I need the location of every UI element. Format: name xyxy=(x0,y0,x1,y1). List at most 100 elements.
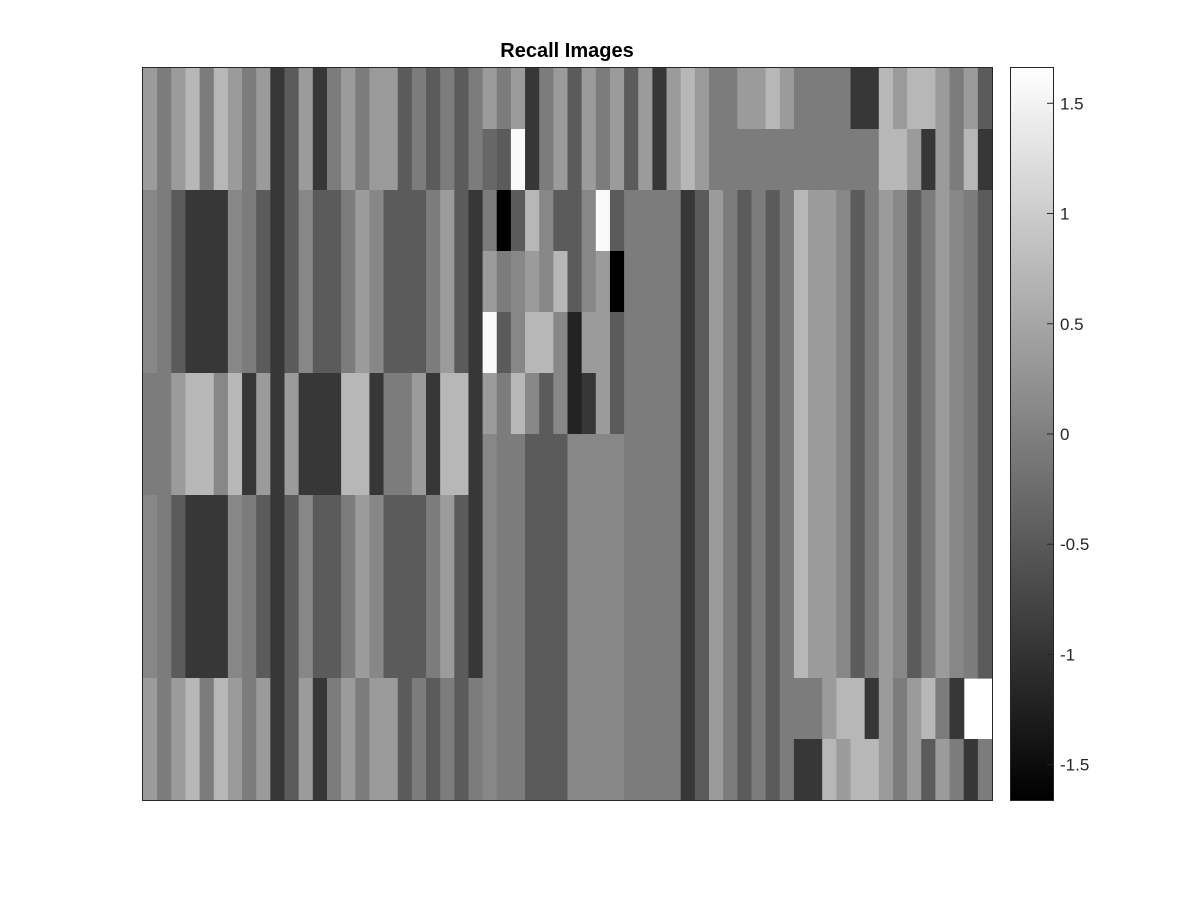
heatmap-cell xyxy=(567,495,583,557)
heatmap-cell xyxy=(836,495,852,557)
heatmap-cell xyxy=(737,129,753,191)
heatmap-cell xyxy=(921,251,936,313)
heatmap-cell xyxy=(143,739,158,801)
heatmap-cell xyxy=(567,617,583,679)
heatmap-cell xyxy=(751,129,767,191)
heatmap-cell xyxy=(482,373,498,435)
heatmap-cell xyxy=(256,129,271,191)
heatmap-cell xyxy=(765,495,781,557)
heatmap-cell xyxy=(892,251,908,313)
heatmap-cell xyxy=(808,495,823,557)
heatmap-cell xyxy=(680,68,696,130)
heatmap-cell xyxy=(822,678,837,740)
heatmap-cell xyxy=(185,68,201,130)
heatmap-cell xyxy=(779,68,795,130)
heatmap-cell xyxy=(440,739,455,801)
heatmap-cell xyxy=(553,495,569,557)
colorbar-tick-label: 0 xyxy=(1060,425,1069,444)
heatmap-cell xyxy=(793,373,809,435)
heatmap-cell xyxy=(963,373,979,435)
heatmap-cell xyxy=(836,68,852,130)
heatmap-cell xyxy=(242,129,257,191)
heatmap-cell xyxy=(808,312,823,374)
heatmap-cell xyxy=(723,617,738,679)
heatmap-cell xyxy=(709,373,724,435)
heatmap-cell xyxy=(553,190,569,252)
heatmap-cell xyxy=(157,556,172,618)
heatmap-cell xyxy=(227,373,243,435)
heatmap-cell xyxy=(355,434,370,496)
heatmap-cell xyxy=(723,495,738,557)
heatmap-cell xyxy=(284,190,300,252)
heatmap-cell xyxy=(808,190,823,252)
heatmap-cell xyxy=(312,739,328,801)
heatmap-cell xyxy=(157,251,172,313)
heatmap-cell xyxy=(270,251,286,313)
heatmap-cell xyxy=(312,495,328,557)
heatmap-cell xyxy=(496,495,512,557)
heatmap-cell xyxy=(751,251,767,313)
heatmap-cell xyxy=(256,68,271,130)
heatmap-cell xyxy=(199,739,215,801)
heatmap-cell xyxy=(326,129,342,191)
heatmap-cell xyxy=(907,739,922,801)
heatmap-cell xyxy=(609,251,625,313)
heatmap-cell xyxy=(850,739,866,801)
heatmap-cell xyxy=(284,129,300,191)
heatmap-cell xyxy=(652,129,668,191)
heatmap-cell xyxy=(553,556,569,618)
heatmap-cell xyxy=(624,739,639,801)
heatmap-cell xyxy=(638,556,653,618)
heatmap-cell xyxy=(878,190,894,252)
heatmap-cell xyxy=(326,678,342,740)
heatmap-cell xyxy=(298,556,314,618)
heatmap-cell xyxy=(581,68,597,130)
heatmap-cell xyxy=(567,678,583,740)
heatmap-cell xyxy=(624,678,639,740)
heatmap-cell xyxy=(397,190,413,252)
heatmap-cell xyxy=(143,434,158,496)
heatmap-cell xyxy=(397,678,413,740)
heatmap-cell xyxy=(539,495,554,557)
heatmap-cell xyxy=(525,495,540,557)
heatmap-cell xyxy=(567,373,583,435)
heatmap-cell xyxy=(369,312,385,374)
heatmap-cell xyxy=(793,617,809,679)
heatmap-cell xyxy=(595,312,611,374)
heatmap-cell xyxy=(595,190,611,252)
heatmap-cell xyxy=(157,129,172,191)
heatmap-cell xyxy=(977,68,993,130)
heatmap-cell xyxy=(723,68,738,130)
plot-frame xyxy=(142,67,993,801)
heatmap-cell xyxy=(751,312,767,374)
heatmap-cell xyxy=(793,312,809,374)
heatmap-cell xyxy=(581,617,597,679)
heatmap-cell xyxy=(878,739,894,801)
heatmap-cell xyxy=(779,312,795,374)
heatmap-cell xyxy=(666,190,682,252)
heatmap-cell xyxy=(383,739,399,801)
heatmap-cell xyxy=(369,678,385,740)
heatmap-cell xyxy=(737,68,753,130)
heatmap-cell xyxy=(312,373,328,435)
heatmap-cell xyxy=(312,251,328,313)
heatmap-cell xyxy=(949,373,965,435)
heatmap-cell xyxy=(397,373,413,435)
heatmap-cell xyxy=(157,312,172,374)
heatmap-cell xyxy=(963,251,979,313)
heatmap-cell xyxy=(199,251,215,313)
heatmap-cell xyxy=(694,495,710,557)
heatmap-cell xyxy=(652,251,668,313)
heatmap-cell xyxy=(383,495,399,557)
heatmap-cell xyxy=(878,617,894,679)
heatmap-cell xyxy=(426,68,441,130)
heatmap-cell xyxy=(157,678,172,740)
heatmap-cell xyxy=(808,129,823,191)
heatmap-cell xyxy=(624,129,639,191)
heatmap-cell xyxy=(751,495,767,557)
heatmap-cell xyxy=(680,373,696,435)
heatmap-cells xyxy=(143,68,993,801)
heatmap-cell xyxy=(440,251,455,313)
heatmap-cell xyxy=(595,373,611,435)
heatmap-cell xyxy=(369,739,385,801)
